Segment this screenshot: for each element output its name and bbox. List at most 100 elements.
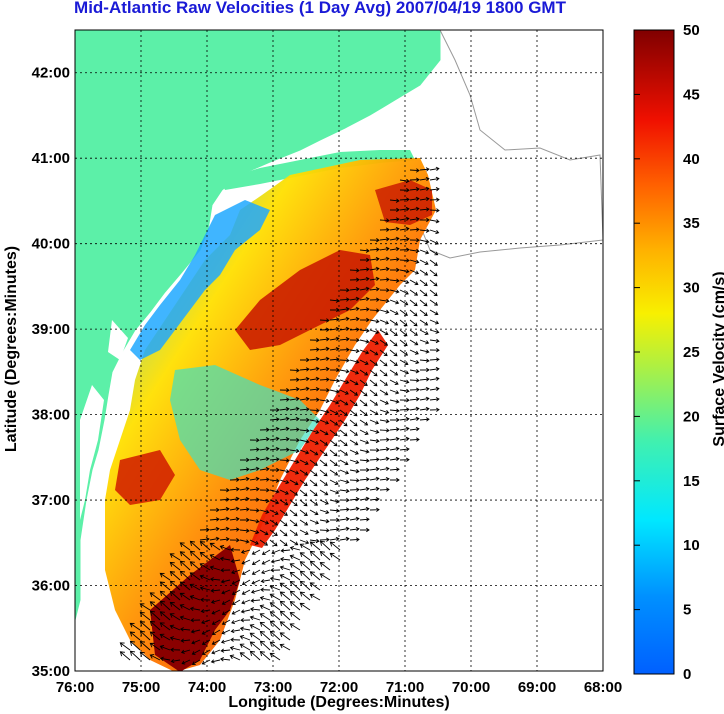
velocity-arrow [201, 629, 211, 635]
velocity-arrow [389, 278, 400, 283]
velocity-arrow [339, 337, 350, 342]
velocity-arrow [349, 348, 360, 354]
velocity-arrow [169, 636, 181, 641]
velocity-arrow [249, 476, 260, 482]
velocity-arrow [359, 439, 370, 445]
velocity-arrow [279, 458, 290, 463]
velocity-arrow [170, 658, 181, 664]
velocity-arrow [379, 456, 390, 462]
velocity-arrow [349, 379, 359, 386]
velocity-arrow [339, 439, 348, 447]
velocity-arrow [269, 446, 280, 452]
velocity-arrow [279, 565, 291, 571]
velocity-arrow [279, 509, 288, 516]
velocity-arrow [319, 366, 330, 372]
velocity-arrow [359, 517, 370, 522]
velocity-arrow [369, 238, 380, 243]
velocity-arrow [249, 539, 259, 545]
velocity-arrow [409, 329, 418, 336]
velocity-arrow [309, 338, 320, 343]
velocity-arrow [419, 207, 430, 212]
velocity-arrow [269, 630, 281, 641]
axes-box [74, 29, 604, 672]
velocity-arrow [289, 437, 300, 443]
velocity-arrow [289, 499, 298, 507]
velocity-arrow [279, 406, 290, 412]
velocity-arrow [289, 406, 300, 412]
velocity-arrow [299, 591, 311, 601]
velocity-arrow [359, 467, 370, 473]
velocity-arrow [289, 387, 300, 392]
velocity-arrow [369, 247, 380, 252]
velocity-arrow [259, 437, 270, 442]
velocity-arrow [260, 587, 271, 592]
velocity-arrow [189, 606, 201, 612]
velocity-arrow [279, 416, 290, 422]
velocity-arrow [279, 519, 288, 527]
x-tick-label: 75:00 [122, 679, 160, 696]
velocity-arrow [149, 654, 161, 661]
velocity-arrow [359, 267, 370, 272]
velocity-arrow [211, 609, 221, 615]
velocity-arrow [119, 642, 131, 651]
velocity-arrow [229, 537, 240, 543]
velocity-arrow [309, 347, 320, 352]
velocity-arrow [409, 359, 420, 365]
velocity-arrow [389, 329, 398, 336]
velocity-arrow [349, 506, 360, 512]
velocity-arrow [299, 561, 311, 571]
velocity-arrow [209, 507, 220, 513]
velocity-arrow [269, 489, 280, 494]
velocity-arrow [239, 643, 251, 651]
velocity-arrow [159, 656, 171, 662]
velocity-arrow [221, 619, 231, 625]
velocity-arrow [179, 615, 191, 621]
velocity-arrow [309, 459, 318, 466]
velocity-arrow [159, 633, 171, 641]
velocity-arrow [169, 553, 181, 561]
y-tick-label: 41:00 [32, 150, 70, 167]
velocity-arrow [399, 436, 410, 442]
velocity-arrow [409, 339, 419, 346]
velocity-arrow [221, 589, 231, 595]
velocity-arrow [299, 407, 310, 412]
velocity-arrow [309, 387, 320, 392]
velocity-arrow [319, 409, 330, 414]
velocity-arrow [399, 197, 410, 202]
velocity-arrow [379, 419, 390, 424]
velocity-arrow [229, 477, 240, 482]
velocity-arrow [409, 216, 420, 222]
y-tick-label: 40:00 [32, 236, 70, 253]
velocity-arrow [231, 589, 241, 595]
velocity-arrow [220, 568, 231, 573]
velocity-arrow [249, 438, 260, 443]
velocity-arrow [201, 659, 211, 665]
x-axis-label: Longitude (Degrees:Minutes) [228, 694, 450, 711]
velocity-arrow [409, 168, 420, 173]
velocity-arrow [319, 573, 331, 581]
velocity-arrow [319, 429, 329, 436]
velocity-arrow [389, 467, 400, 472]
velocity-arrow [269, 467, 280, 473]
velocity-arrow [200, 608, 211, 614]
velocity-arrow [230, 558, 241, 564]
velocity-arrow [389, 389, 400, 395]
velocity-arrow [359, 486, 370, 492]
velocity-arrow [211, 629, 221, 636]
velocity-arrow [209, 542, 221, 551]
velocity-arrow [349, 439, 359, 446]
velocity-arrow [389, 226, 400, 232]
velocity-arrow [359, 389, 368, 397]
velocity-arrow [319, 489, 329, 496]
velocity-arrow [389, 417, 400, 423]
velocity-arrow [349, 359, 360, 364]
velocity-arrow [409, 406, 420, 412]
velocity-arrow [269, 478, 280, 483]
velocity-arrow [389, 217, 400, 222]
velocity-arrow [249, 487, 260, 492]
velocity-arrow [329, 479, 339, 485]
velocity-arrow [309, 489, 318, 497]
velocity-arrow [389, 267, 400, 273]
y-tick-label: 35:00 [32, 663, 70, 680]
velocity-arrow [240, 549, 251, 554]
